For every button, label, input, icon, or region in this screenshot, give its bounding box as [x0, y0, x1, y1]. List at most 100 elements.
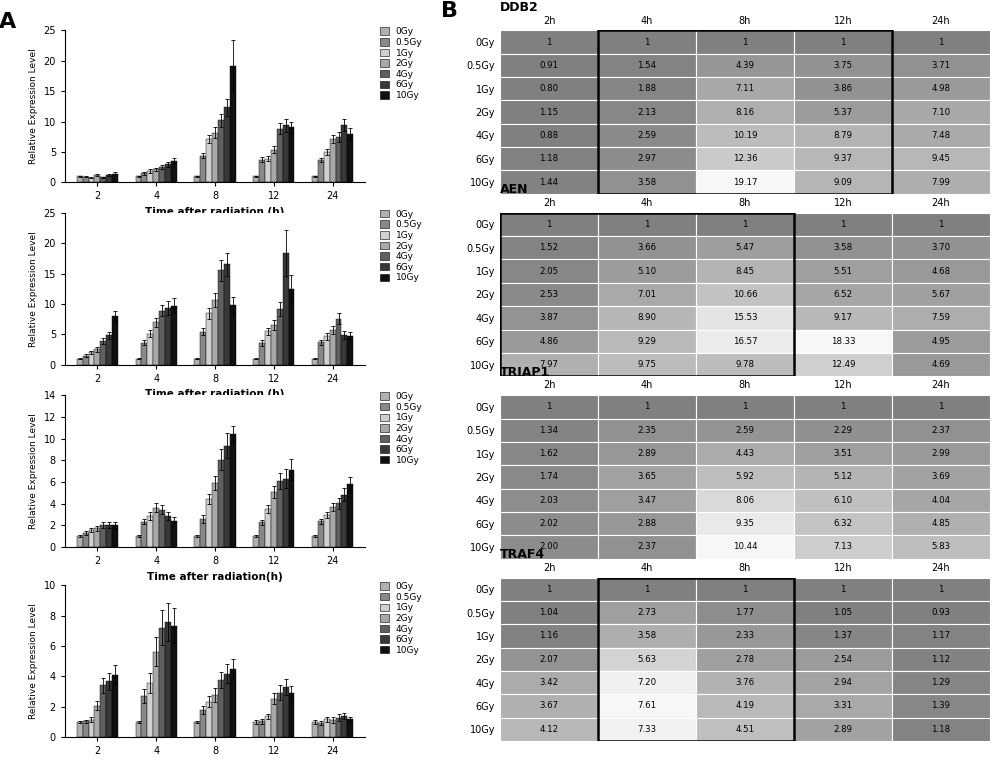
Bar [100, 177, 106, 182]
Bar [206, 313, 212, 365]
Bar [794, 283, 892, 306]
Bar [165, 164, 171, 182]
Bar [77, 537, 83, 547]
Bar [94, 706, 100, 737]
Bar [500, 77, 598, 100]
Bar [230, 669, 236, 737]
Text: 8.79: 8.79 [834, 131, 852, 140]
Bar [892, 465, 990, 489]
Bar [794, 442, 892, 465]
Bar [500, 395, 598, 419]
Bar [892, 54, 990, 77]
Bar [77, 359, 83, 365]
Bar [598, 442, 696, 465]
Bar [253, 359, 259, 365]
Bar [283, 253, 289, 365]
Bar [212, 300, 218, 365]
Text: 9.75: 9.75 [638, 360, 656, 369]
Bar [794, 601, 892, 624]
Bar [794, 512, 892, 535]
Bar [598, 259, 696, 283]
Bar [259, 721, 265, 737]
Bar [892, 213, 990, 236]
Bar [696, 259, 794, 283]
Text: 1.18: 1.18 [539, 154, 559, 163]
Bar [892, 353, 990, 376]
Text: 4.95: 4.95 [932, 337, 950, 346]
Bar [892, 442, 990, 465]
Bar [271, 698, 277, 737]
Text: 5.51: 5.51 [833, 267, 853, 276]
Bar [598, 648, 696, 671]
Bar [794, 695, 892, 717]
Text: 8.16: 8.16 [735, 108, 755, 116]
Text: 7.61: 7.61 [637, 701, 657, 711]
Bar [892, 395, 990, 419]
Bar [194, 176, 200, 182]
Bar [318, 342, 324, 365]
Bar [598, 695, 696, 717]
Bar [696, 695, 794, 717]
Text: 1: 1 [840, 37, 846, 46]
Bar [598, 578, 794, 741]
Bar [112, 675, 118, 737]
Text: 4.19: 4.19 [736, 701, 755, 711]
Bar [598, 124, 696, 147]
Text: 15.53: 15.53 [733, 313, 757, 322]
Bar [83, 356, 89, 365]
Text: 3.75: 3.75 [833, 61, 853, 70]
Bar [341, 125, 347, 182]
Bar [253, 176, 259, 182]
Bar [259, 343, 265, 365]
Text: 9.35: 9.35 [736, 519, 755, 528]
Bar [794, 147, 892, 170]
Text: 2.07: 2.07 [539, 655, 559, 663]
Bar [794, 648, 892, 671]
Bar [171, 160, 177, 182]
Bar [500, 671, 598, 695]
Bar [83, 177, 89, 182]
Bar [253, 722, 259, 737]
Bar [696, 170, 794, 194]
Text: 2.78: 2.78 [735, 655, 755, 663]
Bar [89, 178, 94, 182]
Text: 8.45: 8.45 [735, 267, 755, 276]
Bar [336, 318, 341, 365]
Bar [218, 120, 224, 182]
Bar [200, 331, 206, 365]
Bar [598, 100, 696, 124]
Text: 3.69: 3.69 [932, 473, 950, 481]
Text: 2.97: 2.97 [638, 154, 656, 163]
Bar [598, 54, 696, 77]
Text: 1: 1 [938, 584, 944, 594]
Bar [312, 722, 318, 737]
Text: 18.33: 18.33 [831, 337, 855, 346]
Bar [159, 628, 165, 737]
Text: 2.29: 2.29 [834, 426, 852, 435]
Text: 12.49: 12.49 [831, 360, 855, 369]
Text: 7.99: 7.99 [932, 178, 950, 187]
Bar [892, 419, 990, 442]
Bar [83, 533, 89, 547]
Text: 10.19: 10.19 [733, 131, 757, 140]
Bar [794, 395, 892, 419]
Bar [696, 535, 794, 559]
Bar [892, 330, 990, 353]
Bar [794, 330, 892, 353]
Text: 4.85: 4.85 [931, 519, 951, 528]
Bar [94, 528, 100, 547]
Bar [696, 489, 794, 512]
Bar [330, 331, 336, 365]
Bar [200, 711, 206, 737]
Text: 6.52: 6.52 [833, 290, 853, 299]
Text: 2.03: 2.03 [539, 496, 559, 505]
Bar [312, 537, 318, 547]
Text: 1: 1 [546, 37, 552, 46]
Text: 5.12: 5.12 [833, 473, 853, 481]
Bar [794, 30, 892, 54]
Text: A: A [0, 12, 16, 32]
Bar [277, 309, 283, 365]
Bar [289, 470, 294, 547]
Bar [500, 442, 598, 465]
Text: 3.51: 3.51 [833, 449, 853, 458]
